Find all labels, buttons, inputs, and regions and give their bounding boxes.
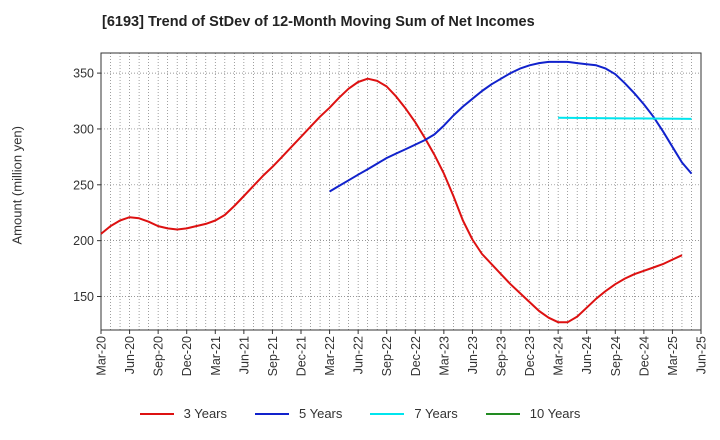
legend-item-10-years: 10 Years <box>485 406 581 421</box>
legend-label-7-years: 7 Years <box>414 406 458 421</box>
y-tick-label: 300 <box>73 122 94 136</box>
series-line-3-years <box>100 77 683 324</box>
x-tick-label: Dec-21 <box>295 336 309 376</box>
legend-item-7-years: 7 Years <box>370 406 458 421</box>
y-tick-label: 350 <box>73 67 94 81</box>
x-tick-label: Mar-25 <box>666 336 680 376</box>
y-tick-label: 150 <box>73 290 94 304</box>
legend-label-10-years: 10 Years <box>529 406 581 421</box>
y-tick-label: 200 <box>73 234 94 248</box>
x-tick-label: Sep-21 <box>266 336 280 376</box>
x-tick-label: Mar-24 <box>552 336 566 376</box>
x-tick-label: Dec-23 <box>523 336 537 376</box>
x-tick-label: Dec-22 <box>409 336 423 376</box>
x-tick-label: Mar-21 <box>209 336 223 376</box>
chart-title: [6193] Trend of StDev of 12-Month Moving… <box>102 14 535 30</box>
x-tick-label: Mar-23 <box>437 336 451 376</box>
y-tick-label: 250 <box>73 178 94 192</box>
legend-label-3-years: 3 Years <box>183 406 227 421</box>
x-tick-label: Sep-23 <box>495 336 509 376</box>
x-tick-label: Jun-21 <box>237 336 251 374</box>
x-tick-label: Jun-20 <box>123 336 137 374</box>
x-tick-label: Sep-20 <box>152 336 166 376</box>
legend-swatch-7-years <box>370 412 405 415</box>
legend-swatch-3-years <box>139 412 174 415</box>
x-tick-label: Sep-24 <box>609 336 623 376</box>
legend-item-3-years: 3 Years <box>139 406 227 421</box>
x-tick-label: Jun-22 <box>352 336 366 374</box>
legend-swatch-5-years <box>255 412 289 415</box>
legend-label-5-years: 5 Years <box>299 406 343 421</box>
x-tick-label: Dec-20 <box>180 336 194 376</box>
x-tick-label: Sep-22 <box>380 336 394 376</box>
series-line-5-years <box>329 60 693 193</box>
series-line-7-years <box>558 116 692 120</box>
x-tick-label: Jun-24 <box>580 336 594 374</box>
legend-item-5-years: 5 Years <box>255 406 342 421</box>
legend: 3 Years 5 Years 7 Years 10 Years <box>0 406 720 421</box>
x-tick-label: Dec-24 <box>637 336 651 376</box>
x-tick-label: Mar-20 <box>95 336 109 376</box>
x-tick-label: Mar-22 <box>323 336 337 376</box>
x-tick-label: Jun-23 <box>466 336 480 374</box>
x-tick-label: Jun-25 <box>695 336 709 374</box>
legend-swatch-10-years <box>485 412 520 415</box>
plot-area <box>100 52 702 331</box>
